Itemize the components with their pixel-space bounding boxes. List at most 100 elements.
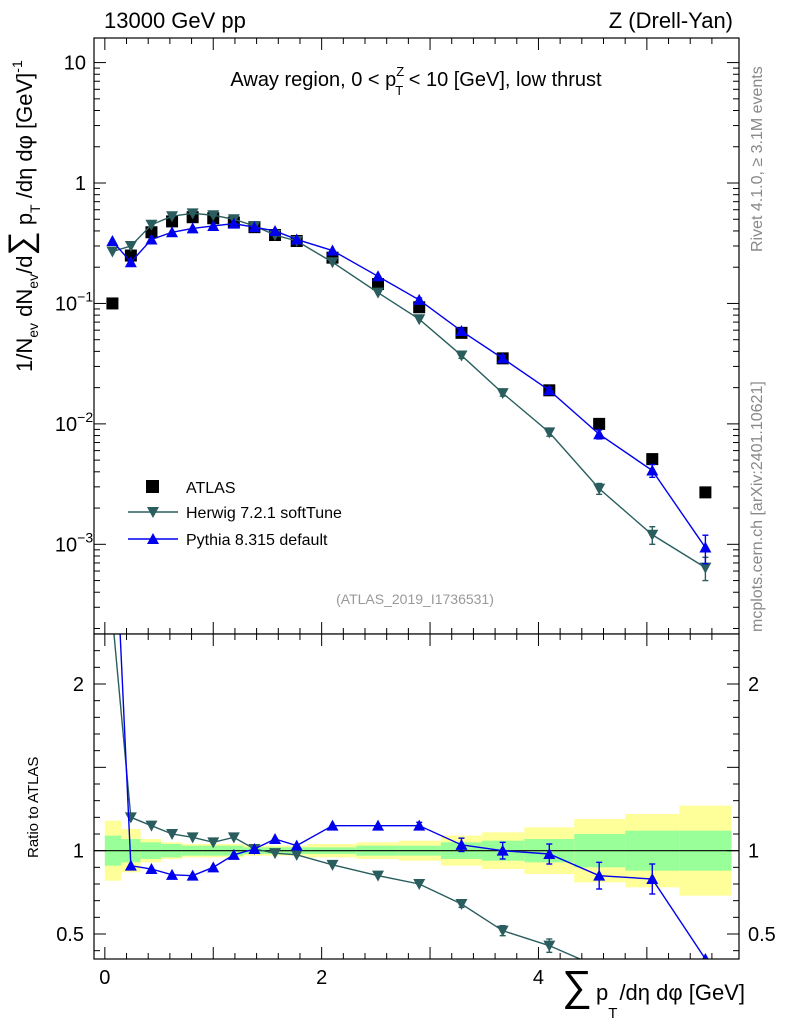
data-point: [207, 219, 220, 231]
y-label-sum: ∑: [2, 231, 40, 255]
data-point: [413, 293, 426, 305]
ratio-point: [269, 848, 282, 860]
data-point: [124, 240, 137, 252]
data-point: [699, 541, 712, 553]
ratio-point: [326, 819, 339, 831]
data-point: [145, 226, 158, 239]
data-point: [372, 270, 385, 282]
ratio-panel: 2 2 1 1 0.5 0.5 0 2 4: [56, 633, 776, 989]
data-point: [699, 562, 712, 574]
data-point: [496, 388, 509, 400]
y-label-exp: -1: [9, 60, 25, 73]
main-y-tick-label: 1: [75, 173, 86, 195]
ratio-plot-area: [94, 634, 739, 959]
ratio-point: [290, 849, 303, 861]
legend-label-herwig: Herwig 7.2.1 softTune: [186, 505, 342, 522]
ratio-point: [496, 844, 509, 856]
x-label-p: p: [596, 980, 608, 1005]
x-label-sum: ∑: [562, 962, 592, 1009]
data-point: [413, 314, 426, 326]
ratio-y-tick-label-right: 0.5: [748, 924, 776, 946]
y-label-part-c: /d: [12, 256, 37, 274]
ratio-y-tick-label-right: 2: [748, 674, 759, 696]
ratio-point: [166, 829, 179, 840]
data-point: [145, 233, 158, 245]
y-label-sub-t: T: [27, 204, 43, 213]
ratio-point: [248, 843, 261, 854]
ratio-point: [166, 868, 179, 880]
series-triangle-up: [106, 217, 712, 565]
legend-label-pythia: Pythia 8.315 default: [186, 532, 328, 549]
process-label: Z (Drell-Yan): [609, 8, 733, 33]
ratio-point: [372, 870, 385, 882]
ratio-point: [145, 863, 158, 874]
data-point: [646, 529, 659, 541]
data-point: [372, 287, 385, 299]
legend-marker-atlas: [146, 480, 159, 493]
ratio-point: [646, 873, 659, 884]
y-label-part-b: dN: [12, 289, 37, 323]
main-y-tick-label: 10: [64, 53, 86, 75]
ratio-point: [227, 832, 240, 844]
plot-title-suffix: < 10 [GeV], low thrust: [403, 69, 602, 91]
legend-label-atlas: ATLAS: [186, 480, 236, 497]
ratio-y-ticks: 2 2 1 1 0.5 0.5: [56, 650, 776, 952]
main-y-tick-label: 10−2: [55, 409, 93, 436]
ratio-point: [593, 869, 606, 881]
x-axis-label: ∑ pT/dη dφ [GeV]: [562, 962, 745, 1022]
ratio-point: [124, 859, 137, 871]
ratio-y-tick-label-left: 0.5: [56, 924, 84, 946]
data-point: [646, 453, 659, 466]
ratio-point: [186, 832, 199, 844]
reference-label: (ATLAS_2019_I1736531): [336, 591, 494, 607]
data-point: [699, 486, 712, 499]
data-point: [326, 244, 339, 256]
data-point: [186, 222, 199, 234]
main-y-tick-label: 10−3: [55, 529, 93, 556]
legend-marker-herwig: [147, 507, 159, 518]
plot-title-sub: T: [395, 83, 403, 98]
main-y-ticks: 10 1 10−1 10−2 10−3: [55, 53, 739, 629]
data-point: [496, 352, 509, 364]
data-point: [248, 221, 261, 233]
main-panel: 10 1 10−1 10−2 10−3 Away region, 0 < pZ T < 1…: [55, 37, 740, 635]
main-x-ticks: [104, 38, 713, 634]
mcplots-label: mcplots.cern.ch [arXiv:2401.10621]: [749, 381, 766, 632]
ratio-y-tick-label-left: 2: [73, 674, 84, 696]
x-label-sub: T: [608, 1005, 617, 1022]
x-tick-label: 0: [99, 967, 110, 989]
main-plot-area: [94, 38, 739, 634]
ratio-point: [290, 839, 303, 851]
y-label-sub-a: ev: [25, 323, 41, 338]
data-point: [106, 297, 119, 310]
series-triangle-down: [106, 208, 712, 582]
ratio-point: [207, 837, 220, 849]
ratio-point: [207, 861, 220, 873]
x-tick-label: 2: [316, 967, 327, 989]
ratio-point: [413, 819, 426, 831]
data-point: [124, 256, 137, 268]
plot-title: Away region, 0 < pZ T < 10 [GeV], low thr…: [230, 64, 602, 98]
data-point: [593, 417, 606, 430]
main-y-tick-label: 10−1: [55, 288, 93, 315]
data-point: [543, 384, 556, 396]
data-point: [207, 210, 220, 222]
main-series: [106, 208, 712, 582]
ratio-point: [227, 848, 240, 860]
ratio-point: [455, 838, 468, 850]
data-point: [166, 226, 179, 238]
ratio-point: [372, 819, 385, 831]
ratio-y-tick-label-left: 1: [73, 841, 84, 863]
ratio-frame: [93, 633, 740, 960]
data-point: [646, 464, 659, 476]
ratio-y-axis-label: Ratio to ATLAS: [25, 757, 42, 858]
energy-label: 13000 GeV pp: [104, 8, 246, 33]
legend-marker-pythia: [147, 533, 159, 544]
ratio-point: [543, 848, 556, 859]
data-point: [106, 235, 119, 247]
ratio-x-ticks: 0 2 4: [99, 634, 713, 989]
ratio-point: [186, 869, 199, 881]
legend: ATLAS Herwig 7.2.1 softTune Pythia 8.315…: [128, 480, 342, 549]
ratio-point: [413, 879, 426, 890]
ratio-y-tick-label-right: 1: [748, 841, 759, 863]
